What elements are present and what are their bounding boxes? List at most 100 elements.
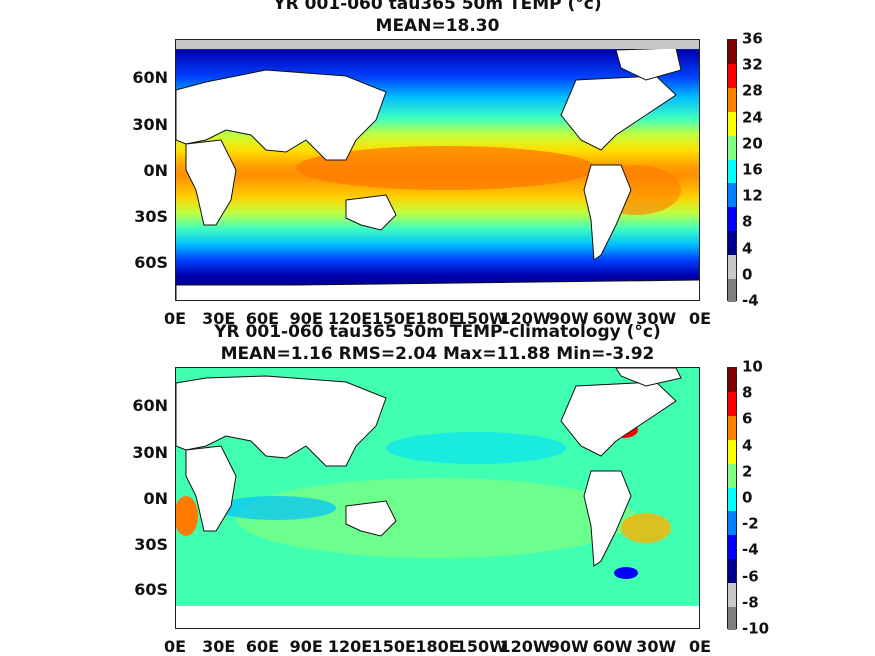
panel2-xtick-9: 90W xyxy=(548,637,589,656)
panel2-colorbar-tick-5: 0 xyxy=(742,488,753,507)
panel2-xtick-12: 0E xyxy=(688,637,712,656)
panel1-colorbar-segment xyxy=(728,278,736,303)
panel2-colorbar-tick-8: -6 xyxy=(742,567,759,586)
panel1-colorbar-segment xyxy=(728,206,736,232)
panel2-colorbar-tick-4: 2 xyxy=(742,462,753,481)
panel1-colorbar xyxy=(727,39,737,303)
panel1-subtitle: MEAN=18.30 xyxy=(375,16,500,36)
panel1-colorbar-tick-0: 36 xyxy=(742,29,763,48)
panel2-colorbar-tick-9: -8 xyxy=(742,593,759,612)
panel1-ytick-60S: 60S xyxy=(134,253,168,272)
panel2-xtick-11: 30W xyxy=(636,637,677,656)
panel1-colorbar-segment xyxy=(728,40,736,65)
panel2-colorbar-tick-1: 8 xyxy=(742,383,753,402)
panel2-colorbar-tick-0: 10 xyxy=(742,357,763,376)
panel1-xtick-7: 150W xyxy=(455,309,507,328)
panel1-polar-mask xyxy=(176,40,699,49)
panel2-colorbar-segment xyxy=(728,606,736,631)
panel2-colorbar-segment xyxy=(728,463,736,488)
panel2-anomaly-band xyxy=(236,478,636,558)
panel1-xtick-11: 30W xyxy=(636,309,677,328)
panel1-xtick-5: 150E xyxy=(371,309,416,328)
panel1-colorbar-segment xyxy=(728,111,736,136)
panel1-colorbar-tick-4: 20 xyxy=(742,134,763,153)
panel2-ytick-0N: 0N xyxy=(143,489,168,508)
panel1-title: YR 001-060 tau365 50m TEMP (°c) xyxy=(273,0,602,14)
panel2-warm-west xyxy=(176,496,198,536)
panel2-land xyxy=(176,368,682,567)
panel1-xtick-9: 90W xyxy=(548,309,589,328)
panel2-xtick-4: 120E xyxy=(327,637,373,656)
panel1-colorbar-tick-8: 4 xyxy=(742,239,753,258)
panel1-colorbar-tick-9: 0 xyxy=(742,265,753,284)
panel1-colorbar-segment xyxy=(728,159,736,184)
panel1-colorbar-tick-7: 8 xyxy=(742,212,753,231)
panel1-warm-pool xyxy=(296,146,596,190)
panel2-ytick-60S: 60S xyxy=(134,580,168,599)
panel2-colorbar-segment xyxy=(728,415,736,440)
panel2-colorbar-segment xyxy=(728,487,736,512)
panel1-xtick-1: 30E xyxy=(202,309,236,328)
panel2-title: YR 001-060 tau365 50m TEMP-climatology (… xyxy=(214,322,661,342)
panel2-colorbar-segment xyxy=(728,391,736,417)
panel2-xtick-7: 150W xyxy=(455,637,507,656)
panel2-colorbar-segment xyxy=(728,368,736,393)
panel2-xtick-8: 120W xyxy=(499,637,551,656)
panel1-ytick-60N: 60N xyxy=(132,68,168,87)
panel1-xtick-4: 120E xyxy=(327,309,373,328)
panel1-map xyxy=(175,39,700,301)
panel1-colorbar-segment xyxy=(728,230,736,255)
panel2-map xyxy=(175,367,700,629)
panel2-colorbar-tick-6: -2 xyxy=(742,514,759,533)
panel2-cold-patch xyxy=(614,567,638,579)
panel1-map-svg xyxy=(176,40,699,300)
panel1-xtick-6: 180E xyxy=(415,309,460,328)
panel2-xtick-0: 0E xyxy=(163,637,187,656)
panel2-antarctica xyxy=(176,606,699,628)
panel1-colorbar-tick-10: -4 xyxy=(742,291,759,310)
panel2-xtick-10: 60W xyxy=(592,637,633,656)
panel2-colorbar-tick-10: -10 xyxy=(742,619,770,638)
panel2-ytick-30N: 30N xyxy=(132,443,168,462)
panel2-xtick-1: 30E xyxy=(202,637,236,656)
panel1-xtick-12: 0E xyxy=(688,309,712,328)
panel1-colorbar-tick-6: 12 xyxy=(742,186,763,205)
panel2-colorbar-segment xyxy=(728,510,736,536)
panel2-colorbar-tick-2: 6 xyxy=(742,409,753,428)
panel1-ytick-30S: 30S xyxy=(134,207,168,226)
panel1-colorbar-segment xyxy=(728,63,736,89)
panel1-colorbar-tick-2: 28 xyxy=(742,81,763,100)
panel1-xtick-10: 60W xyxy=(592,309,633,328)
panel2-map-svg xyxy=(176,368,699,628)
panel2-xtick-5: 150E xyxy=(371,637,416,656)
panel1-xtick-3: 90E xyxy=(289,309,323,328)
panel1-colorbar-segment xyxy=(728,87,736,112)
panel2-colorbar-tick-7: -4 xyxy=(742,540,759,559)
panel1-xtick-0: 0E xyxy=(163,309,187,328)
panel1-ytick-0N: 0N xyxy=(143,161,168,180)
panel2-cool-patch2 xyxy=(386,432,566,464)
panel2-xtick-2: 60E xyxy=(245,637,280,656)
panel1-xtick-2: 60E xyxy=(245,309,280,328)
panel1-colorbar-segment xyxy=(728,182,736,208)
panel2-ytick-30S: 30S xyxy=(134,535,168,554)
panel2-cool-patch xyxy=(216,496,336,520)
panel1-xtick-8: 120W xyxy=(499,309,551,328)
panel2-subtitle: MEAN=1.16 RMS=2.04 Max=11.88 Min=-3.92 xyxy=(220,344,655,364)
panel1-colorbar-segment xyxy=(728,135,736,160)
panel2-colorbar-segment xyxy=(728,582,736,607)
panel2-xtick-3: 90E xyxy=(289,637,323,656)
panel2-colorbar-tick-3: 4 xyxy=(742,436,753,455)
panel1-land xyxy=(176,47,699,300)
panel2-colorbar xyxy=(727,367,737,631)
panel1-colorbar-tick-3: 24 xyxy=(742,108,763,127)
panel2-colorbar-segment xyxy=(728,558,736,583)
panel2-ytick-60N: 60N xyxy=(132,396,168,415)
panel1-ytick-30N: 30N xyxy=(132,115,168,134)
panel2-colorbar-segment xyxy=(728,439,736,464)
panel1-colorbar-tick-5: 16 xyxy=(742,160,763,179)
panel2-colorbar-segment xyxy=(728,534,736,560)
panel2-xtick-6: 180E xyxy=(415,637,460,656)
panel2-warm-southatl xyxy=(621,513,671,543)
panel1-colorbar-tick-1: 32 xyxy=(742,55,763,74)
